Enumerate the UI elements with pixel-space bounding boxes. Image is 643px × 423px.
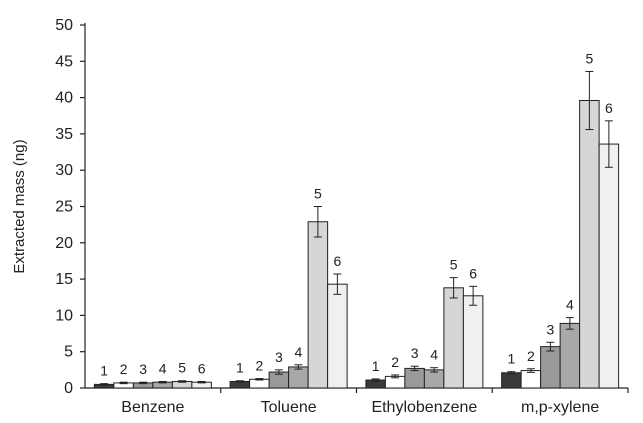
x-category-label: Ethylobenzene	[371, 399, 477, 416]
x-category-label: Toluene	[261, 399, 317, 416]
bar	[520, 370, 542, 389]
y-tick-label: 20	[55, 235, 73, 252]
bar-series-label: 4	[159, 360, 167, 376]
bar-series-label: 2	[391, 354, 399, 370]
y-tick-label: 25	[55, 199, 73, 216]
bar	[501, 372, 522, 389]
bar	[462, 295, 484, 389]
y-tick-label: 15	[55, 271, 73, 288]
y-tick-label: 35	[55, 126, 73, 143]
bar-series-label: 5	[178, 360, 186, 376]
bar-series-label: 6	[333, 253, 341, 269]
bar-series-label: 3	[546, 321, 554, 337]
bar	[540, 346, 561, 389]
x-category-label: Benzene	[121, 399, 184, 416]
bar-series-label: 3	[411, 345, 419, 361]
bar	[249, 378, 270, 389]
bar	[579, 100, 600, 389]
bar	[288, 366, 309, 389]
y-tick-label: 10	[55, 307, 73, 324]
y-axis-label: Extracted mass (ng)	[11, 139, 28, 273]
bar-series-label: 3	[139, 361, 147, 377]
bar-series-label: 2	[120, 361, 128, 377]
y-tick-label: 45	[55, 53, 73, 70]
bar-series-label: 1	[372, 358, 380, 374]
bar-series-label: 5	[585, 50, 593, 66]
bar	[327, 283, 348, 389]
bar-series-label: 1	[236, 360, 244, 376]
bar	[559, 322, 581, 389]
bar	[443, 287, 464, 389]
bar-series-label: 4	[294, 344, 302, 360]
bar	[404, 367, 425, 389]
y-tick-label: 50	[55, 17, 73, 34]
bar	[598, 143, 620, 389]
y-tick-label: 0	[64, 380, 73, 397]
y-tick-label: 40	[55, 90, 73, 107]
bar-series-label: 6	[469, 265, 477, 281]
bar-series-label: 1	[507, 351, 515, 367]
x-category-label: m,p-xylene	[521, 399, 599, 416]
y-tick-label: 30	[55, 162, 73, 179]
bar-series-label: 6	[605, 100, 613, 116]
bar	[307, 221, 329, 389]
bar-series-label: 1	[100, 363, 108, 379]
bar	[423, 369, 445, 389]
bar-series-label: 5	[314, 186, 322, 202]
bar-series-label: 5	[450, 257, 458, 273]
bar-series-label: 6	[198, 360, 206, 376]
bar-series-label: 2	[255, 358, 263, 374]
bar-series-label: 4	[430, 347, 438, 363]
y-tick-label: 5	[64, 344, 73, 361]
bar-series-label: 2	[527, 348, 535, 364]
bar-series-label: 3	[275, 349, 283, 365]
bar-series-label: 4	[566, 297, 574, 313]
